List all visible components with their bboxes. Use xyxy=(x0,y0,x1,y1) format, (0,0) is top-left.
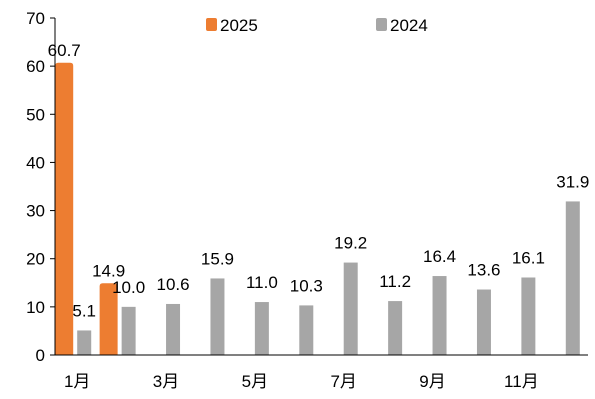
bar-2024 xyxy=(476,289,491,355)
bar-2024 xyxy=(166,303,181,355)
data-label-2025: 60.7 xyxy=(48,41,81,60)
bar-2024 xyxy=(299,305,314,355)
x-tick-label: 3月 xyxy=(153,372,179,391)
x-tick-label: 5月 xyxy=(242,372,268,391)
bar-2024 xyxy=(343,262,358,355)
data-label-2024: 31.9 xyxy=(556,172,589,191)
legend-swatch-2024 xyxy=(376,18,387,31)
data-label-2024: 10.3 xyxy=(290,276,323,295)
bar-2024 xyxy=(254,302,269,355)
data-label-2024: 11.2 xyxy=(379,272,411,291)
legend-label: 2024 xyxy=(390,16,428,35)
x-tick-label: 7月 xyxy=(330,372,356,391)
data-labels: 60.7 5.1 14.910.0 10.6 15.9 11.0 10.3 19.2 11.2 1… xyxy=(48,41,590,321)
data-label-2024: 16.1 xyxy=(512,248,545,267)
bar-2024 xyxy=(521,277,536,355)
y-tick-label: 40 xyxy=(26,153,45,172)
y-tick-label: 50 xyxy=(26,105,45,124)
bar-2024 xyxy=(210,278,225,355)
legend-swatch-2025 xyxy=(206,18,217,31)
x-tick-label: 11月 xyxy=(504,372,539,391)
x-tick-label: 1月 xyxy=(64,372,90,391)
data-label-2024: 15.9 xyxy=(201,249,234,268)
data-label-2024: 5.1 xyxy=(72,301,96,320)
bar-2025 xyxy=(99,283,118,355)
bar-2024 xyxy=(121,306,136,355)
x-tick-label: 9月 xyxy=(419,372,445,391)
bar-2025 xyxy=(55,62,74,355)
y-tick-label: 70 xyxy=(26,9,45,28)
bar-2024 xyxy=(565,201,580,355)
bar-2024 xyxy=(432,276,447,355)
data-label-2024: 16.4 xyxy=(423,247,456,266)
axes: 0 10 20 30 40 50 60 70 1月 3月 5月 7月 9月 11月 xyxy=(26,9,588,391)
data-label-2024: 10.0 xyxy=(112,278,145,297)
data-label-2024: 19.2 xyxy=(334,234,367,253)
y-tick-label: 0 xyxy=(36,346,45,365)
bar-2024 xyxy=(388,301,403,355)
y-tick-label: 30 xyxy=(26,202,45,221)
data-label-2024: 10.6 xyxy=(156,275,189,294)
legend: 2025 2024 xyxy=(206,16,428,35)
legend-label: 2025 xyxy=(220,16,258,35)
bars xyxy=(55,62,580,355)
data-label-2024: 11.0 xyxy=(246,273,278,292)
y-tick-label: 20 xyxy=(26,250,45,269)
y-tick-label: 60 xyxy=(26,57,45,76)
bar-2024 xyxy=(77,330,92,355)
y-tick-label: 10 xyxy=(26,298,45,317)
data-label-2024: 13.6 xyxy=(467,261,500,280)
data-label-2025: 14.9 xyxy=(92,261,125,280)
